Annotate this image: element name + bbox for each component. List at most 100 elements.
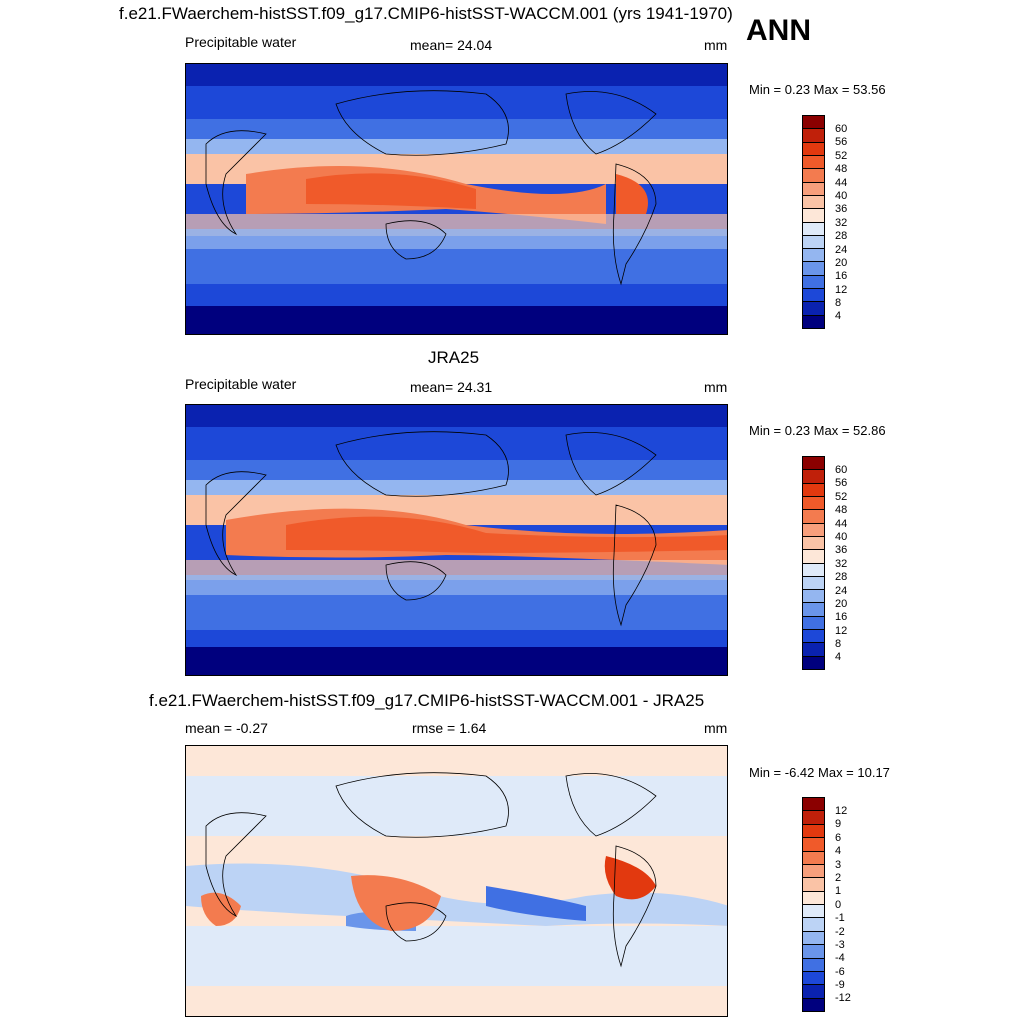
colorbar-tick-label: 4	[835, 651, 842, 663]
colorbar-swatch	[803, 483, 824, 497]
panel2-mean-label: mean= 24.31	[410, 379, 493, 395]
colorbar-swatch	[803, 222, 824, 236]
colorbar-swatch	[803, 918, 824, 932]
colorbar-tick-label: 36	[835, 544, 848, 556]
colorbar-tick-label: 9	[835, 818, 842, 830]
panel2-units-label: mm	[704, 379, 728, 395]
colorbar-swatch	[803, 262, 824, 276]
panel3-units-label: mm	[704, 720, 728, 736]
colorbar-tick-label: 1	[835, 885, 842, 897]
colorbar-swatch	[803, 249, 824, 263]
colorbar-swatch	[803, 811, 824, 825]
colorbar-tick-label: 12	[835, 625, 848, 637]
colorbar-swatch	[803, 905, 824, 919]
colorbar-swatch	[803, 155, 824, 170]
panel1-minmax: Min = 0.23 Max = 53.56	[749, 82, 886, 97]
colorbar-tick-label: 4	[835, 310, 842, 322]
colorbar-swatch	[803, 891, 824, 905]
panel1-map	[185, 63, 728, 335]
panel3-title: f.e21.FWaerchem-histSST.f09_g17.CMIP6-hi…	[149, 691, 705, 710]
panel2-map-svg	[186, 405, 727, 675]
colorbar-tick-label: 0	[835, 899, 842, 911]
colorbar-swatch	[803, 864, 824, 879]
colorbar-swatch	[803, 116, 824, 130]
colorbar-swatch	[803, 630, 824, 644]
colorbar-tick-label: -1	[835, 912, 845, 924]
colorbar-swatch	[803, 616, 824, 631]
colorbar-swatch	[803, 998, 824, 1011]
colorbar-tick-label: -2	[835, 926, 845, 938]
colorbar-swatch	[803, 576, 824, 591]
colorbar-tick-label: 12	[835, 805, 848, 817]
colorbar-tick-label: 6	[835, 832, 842, 844]
panel1-map-svg	[186, 64, 727, 334]
colorbar-tick-label: 3	[835, 859, 842, 871]
colorbar-tick-label: 32	[835, 217, 848, 229]
colorbar-swatch	[803, 550, 824, 564]
colorbar-tick-label: 20	[835, 257, 848, 269]
colorbar-tick-label: 24	[835, 585, 848, 597]
colorbar-swatch	[803, 209, 824, 223]
panel1-units-label: mm	[704, 37, 728, 53]
colorbar-swatch	[803, 142, 824, 156]
colorbar-swatch	[803, 536, 824, 551]
colorbar-tick-label: 40	[835, 190, 848, 202]
colorbar-tick-label: 56	[835, 477, 848, 489]
colorbar-swatch	[803, 971, 824, 986]
colorbar-swatch	[803, 315, 824, 328]
colorbar-tick-label: 32	[835, 558, 848, 570]
colorbar-swatch	[803, 289, 824, 303]
season-label: ANN	[746, 14, 811, 47]
colorbar-swatch	[803, 851, 824, 865]
colorbar-tick-label: 12	[835, 284, 848, 296]
colorbar-tick-label: -4	[835, 952, 845, 964]
colorbar-swatch	[803, 470, 824, 484]
panel1-variable-label: Precipitable water	[185, 34, 297, 50]
panel2-colorbar	[802, 456, 825, 670]
colorbar-tick-label: -9	[835, 979, 845, 991]
colorbar-tick-label: 28	[835, 571, 848, 583]
colorbar-tick-label: 48	[835, 504, 848, 516]
colorbar-tick-label: 56	[835, 136, 848, 148]
colorbar-tick-label: 44	[835, 518, 848, 530]
colorbar-swatch	[803, 931, 824, 946]
colorbar-tick-label: 52	[835, 150, 848, 162]
colorbar-swatch	[803, 129, 824, 143]
colorbar-tick-label: 8	[835, 297, 842, 309]
panel3-rmse-label: rmse = 1.64	[412, 720, 487, 736]
colorbar-swatch	[803, 496, 824, 511]
colorbar-tick-label: 48	[835, 163, 848, 175]
colorbar-tick-label: 24	[835, 244, 848, 256]
colorbar-tick-label: -12	[835, 992, 851, 1004]
panel2-variable-label: Precipitable water	[185, 376, 297, 392]
panel1-colorbar	[802, 115, 825, 329]
colorbar-tick-label: 4	[835, 845, 842, 857]
colorbar-tick-label: 60	[835, 123, 848, 135]
colorbar-tick-label: -6	[835, 966, 845, 978]
colorbar-swatch	[803, 235, 824, 250]
panel1-title: f.e21.FWaerchem-histSST.f09_g17.CMIP6-hi…	[119, 4, 733, 23]
colorbar-tick-label: 52	[835, 491, 848, 503]
colorbar-swatch	[803, 302, 824, 316]
panel2-title: JRA25	[428, 348, 480, 367]
colorbar-swatch	[803, 643, 824, 657]
colorbar-tick-label: -3	[835, 939, 845, 951]
colorbar-swatch	[803, 457, 824, 471]
colorbar-tick-label: 20	[835, 598, 848, 610]
colorbar-swatch	[803, 878, 824, 892]
panel3-minmax: Min = -6.42 Max = 10.17	[749, 765, 890, 780]
panel3-colorbar	[802, 797, 825, 1012]
colorbar-swatch	[803, 985, 824, 999]
panel3-map	[185, 745, 728, 1017]
colorbar-swatch	[803, 169, 824, 183]
colorbar-tick-label: 16	[835, 611, 848, 623]
colorbar-swatch	[803, 182, 824, 196]
colorbar-swatch	[803, 656, 824, 669]
colorbar-tick-label: 44	[835, 177, 848, 189]
panel2-minmax: Min = 0.23 Max = 52.86	[749, 423, 886, 438]
colorbar-swatch	[803, 275, 824, 290]
colorbar-swatch	[803, 195, 824, 210]
colorbar-tick-label: 16	[835, 270, 848, 282]
colorbar-tick-label: 28	[835, 230, 848, 242]
panel1-mean-label: mean= 24.04	[410, 37, 493, 53]
